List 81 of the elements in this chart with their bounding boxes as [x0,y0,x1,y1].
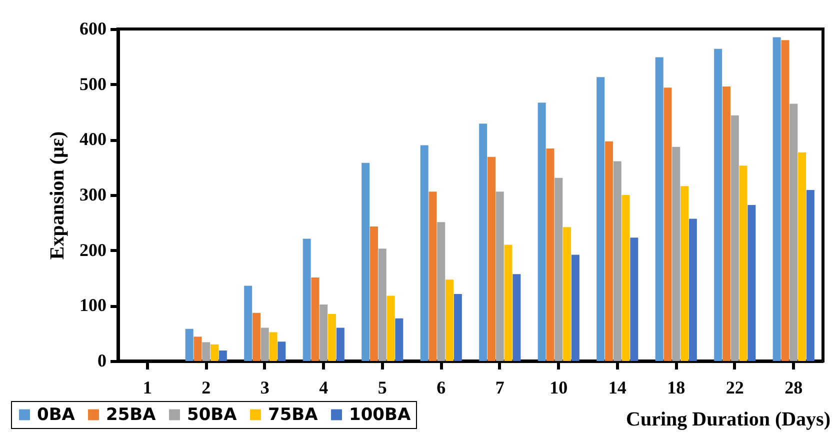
bar [512,274,521,361]
bar [252,312,260,361]
bar [622,195,630,361]
bar [278,342,286,361]
bar [454,294,462,361]
bar [218,350,227,361]
y-tick-label: 300 [80,184,106,204]
y-axis-title: Expansion (με) [46,131,68,260]
bar [604,141,613,361]
bar [739,166,748,361]
bar [596,77,605,361]
legend-label: 0BA [37,404,76,425]
bar [714,48,722,361]
bar [672,146,680,361]
bar [269,332,278,361]
bar [420,145,428,361]
bar [370,226,378,361]
bar [554,178,563,361]
bar [336,328,344,361]
bar [655,57,664,361]
y-tick-label: 100 [80,295,106,316]
y-tick-label: 0 [98,350,106,370]
x-tick-label: 6 [436,378,446,398]
bar [487,156,496,361]
bar [688,218,697,361]
x-tick-label: 18 [667,378,686,398]
x-axis-title: Curing Duration (Days) [626,408,830,430]
bar [680,186,689,361]
legend-label: 50BA [187,404,238,425]
bar [320,304,328,361]
bar [504,244,512,361]
bar [302,238,311,361]
bar [538,102,546,361]
bar [185,328,194,361]
bar [722,86,730,361]
legend-label: 75BA [268,404,319,425]
x-tick-label: 5 [378,378,387,398]
y-tick-label: 500 [80,74,106,94]
bar [395,318,404,361]
bar [446,280,454,361]
bar [563,227,572,361]
bar [378,248,386,361]
bar [386,296,395,361]
bar [806,190,814,361]
bar [260,328,269,361]
legend-label: 100BA [349,404,412,425]
bar [613,161,622,361]
bar [546,148,554,361]
x-tick-label: 7 [495,378,504,398]
bar [362,162,370,361]
bar [630,238,638,361]
x-tick-label: 28 [784,378,803,398]
bar [748,204,756,361]
legend-label: 25BA [106,404,157,425]
y-tick-label: 400 [80,129,106,150]
y-tick-label: 200 [80,240,106,260]
bar [781,40,790,361]
bar [496,192,504,361]
bar [790,104,798,361]
x-tick-label: 1 [142,378,152,398]
bar [772,37,781,361]
x-tick-label: 14 [608,378,626,398]
bar [210,344,219,361]
bar [730,115,739,361]
bar [202,342,210,361]
bar [328,314,336,361]
bar [428,192,437,361]
bar [244,286,252,361]
x-tick-label: 4 [319,378,328,398]
x-tick-label: 2 [202,378,211,398]
bar [311,277,320,361]
bar [194,336,202,361]
bar [798,152,806,361]
bar [479,124,488,361]
x-tick-label: 3 [260,378,270,398]
x-tick-label: 10 [550,378,568,398]
y-tick-label: 600 [80,18,106,38]
bar [571,254,580,361]
x-tick-label: 22 [726,378,744,398]
bar [437,222,446,361]
bar [664,88,672,361]
